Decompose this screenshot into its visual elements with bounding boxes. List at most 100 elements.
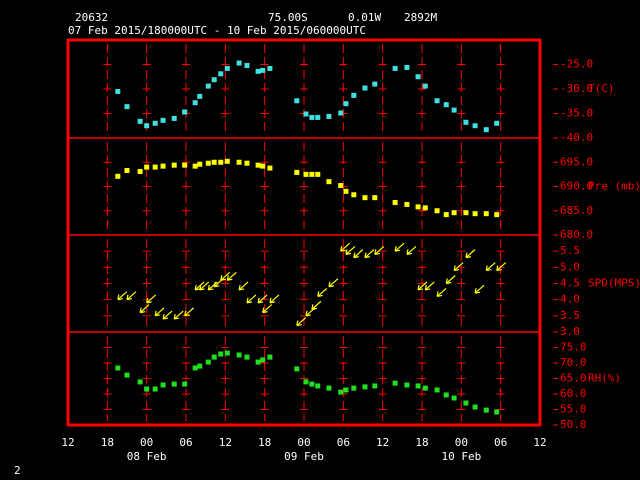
wind-arrow xyxy=(238,281,249,291)
y-axis-label: T(C) xyxy=(588,82,615,95)
data-point xyxy=(115,365,121,371)
data-point xyxy=(260,163,266,169)
data-point xyxy=(422,83,428,89)
y-tick-label: 50.0 xyxy=(560,418,587,431)
data-point xyxy=(472,211,478,217)
date-label: 08 Feb xyxy=(127,450,167,463)
data-point xyxy=(244,354,250,360)
data-point xyxy=(351,92,357,98)
data-point xyxy=(267,65,273,71)
data-point xyxy=(415,204,421,210)
data-point xyxy=(338,389,344,395)
data-point xyxy=(472,404,478,410)
wind-arrow xyxy=(406,245,417,255)
data-point xyxy=(152,120,158,126)
wind-arrow xyxy=(436,287,447,298)
y-tick-label: 3.0 xyxy=(560,325,580,338)
data-point xyxy=(415,74,421,80)
data-point xyxy=(483,407,489,413)
y-tick-label: -30.0 xyxy=(560,82,593,95)
latitude: 75.00S xyxy=(268,11,308,24)
x-tick-label: 12 xyxy=(376,436,389,449)
data-point xyxy=(218,351,224,357)
wind-arrow xyxy=(474,284,485,294)
data-point xyxy=(236,159,242,165)
data-point xyxy=(338,110,344,116)
data-point xyxy=(171,381,177,387)
wind-arrow xyxy=(226,271,237,281)
data-point xyxy=(404,201,410,207)
wind-arrow xyxy=(496,262,507,272)
y-tick-label: 75.0 xyxy=(560,341,587,354)
wind-arrow xyxy=(465,249,476,259)
wind-arrow xyxy=(417,281,428,291)
data-point xyxy=(303,111,309,117)
date-label: 10 Feb xyxy=(441,450,481,463)
y-tick-label: 695.0 xyxy=(560,155,593,168)
x-tick-label: 18 xyxy=(101,436,114,449)
data-point xyxy=(309,114,315,120)
data-point xyxy=(494,120,500,126)
data-point xyxy=(197,363,203,369)
data-point xyxy=(255,68,261,74)
wind-arrow xyxy=(207,281,218,291)
data-point xyxy=(351,385,357,391)
data-point xyxy=(463,119,469,125)
data-point xyxy=(152,386,158,392)
wind-arrow xyxy=(340,242,351,252)
x-tick-label: 00 xyxy=(455,436,468,449)
x-tick-label: 12 xyxy=(533,436,546,449)
y-tick-label: 5.0 xyxy=(560,260,580,273)
data-point xyxy=(224,65,230,71)
data-point xyxy=(392,200,398,206)
wind-arrow xyxy=(246,294,257,304)
wind-arrow xyxy=(257,294,268,304)
data-point xyxy=(404,382,410,388)
x-tick-label: 06 xyxy=(179,436,192,449)
data-point xyxy=(124,372,130,378)
data-point xyxy=(197,161,203,167)
data-point xyxy=(255,359,261,365)
y-axis-label: Pre (mb) xyxy=(588,180,640,193)
wind-arrow xyxy=(424,281,435,291)
data-point xyxy=(443,212,449,218)
x-tick-label: 18 xyxy=(415,436,428,449)
data-point xyxy=(144,164,150,170)
data-point xyxy=(362,85,368,91)
date-label: 09 Feb xyxy=(284,450,324,463)
data-point xyxy=(392,380,398,386)
x-tick-label: 12 xyxy=(219,436,232,449)
frame xyxy=(66,38,542,427)
wind-arrow xyxy=(374,245,385,255)
data-point xyxy=(236,60,242,66)
data-point xyxy=(197,93,203,99)
wind-arrow xyxy=(154,307,165,317)
y-axis-label: RH(%) xyxy=(588,372,621,385)
data-point xyxy=(443,102,449,108)
x-tick-label: 00 xyxy=(140,436,153,449)
wind-arrow xyxy=(353,249,364,259)
y-tick-label: 3.5 xyxy=(560,309,580,322)
wind-arrow xyxy=(117,291,128,301)
data-point xyxy=(205,83,211,89)
data-point xyxy=(494,409,500,415)
data-point xyxy=(211,354,217,360)
data-point xyxy=(255,162,261,168)
data-point xyxy=(434,98,440,104)
data-point xyxy=(152,164,158,170)
y-tick-label: 65.0 xyxy=(560,372,587,385)
data-point xyxy=(483,127,489,133)
data-point xyxy=(267,165,273,171)
wind-arrow xyxy=(311,300,322,310)
data-point xyxy=(362,384,368,390)
data-point xyxy=(205,359,211,365)
data-point xyxy=(124,104,130,110)
data-point xyxy=(315,383,321,389)
x-tick-label: 12 xyxy=(61,436,74,449)
x-tick-label: 06 xyxy=(494,436,507,449)
data-point xyxy=(451,107,457,113)
data-point xyxy=(224,350,230,356)
data-point xyxy=(171,162,177,168)
y-tick-label: 5.5 xyxy=(560,244,580,257)
elevation: 2892M xyxy=(404,11,437,24)
